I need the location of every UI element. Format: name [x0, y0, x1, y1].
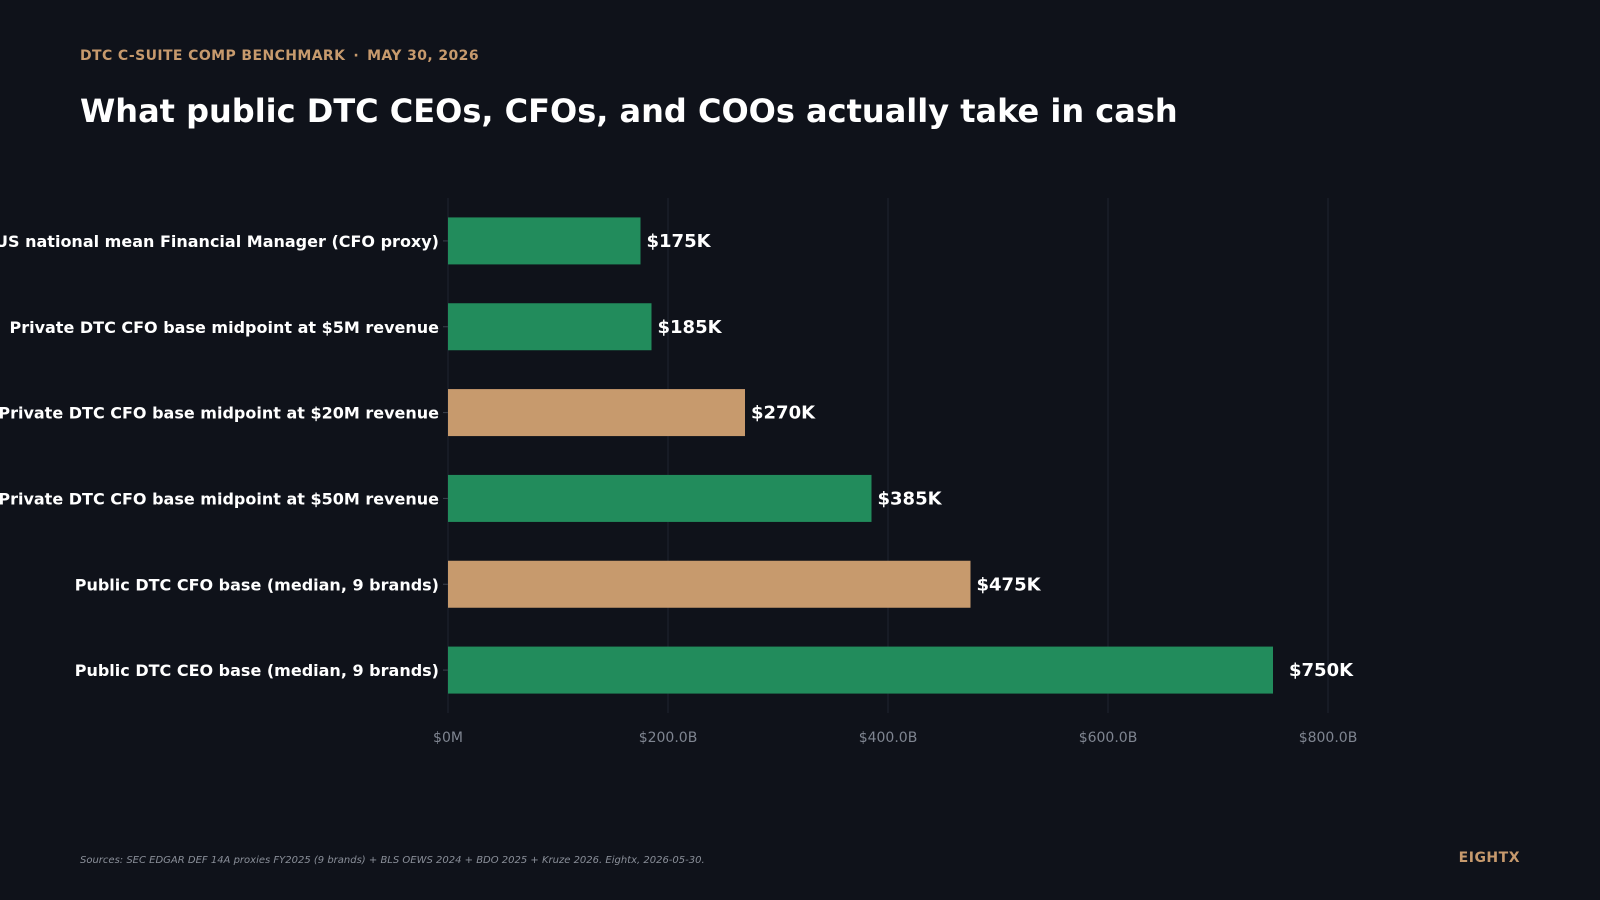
data-label: $270K [751, 403, 816, 424]
category-label: Public DTC CFO base (median, 9 brands) [75, 575, 439, 594]
data-label: $385K [878, 488, 943, 509]
data-label: $185K [658, 317, 723, 338]
bar-layer [443, 217, 1273, 694]
x-tick-label: $200.0B [639, 730, 698, 746]
label-layer: US national mean Financial Manager (CFO … [0, 231, 1354, 681]
bar [448, 303, 652, 351]
category-label: US national mean Financial Manager (CFO … [0, 232, 439, 251]
chart-kicker: DTC C-SUITE COMP BENCHMARK · MAY 30, 2026 [80, 48, 479, 64]
bar [448, 560, 971, 608]
grid-layer [447, 198, 1329, 713]
kicker-date: MAY 30, 2026 [367, 48, 479, 64]
brand-logo: EIGHTX [1458, 850, 1520, 866]
x-tick-label: $800.0B [1299, 730, 1358, 746]
x-tick-label: $0M [433, 730, 463, 746]
kicker-label: DTC C-SUITE COMP BENCHMARK [80, 48, 346, 64]
bar [448, 646, 1273, 694]
x-tick-label: $400.0B [859, 730, 918, 746]
category-label: Public DTC CEO base (median, 9 brands) [75, 661, 439, 680]
bar [448, 474, 872, 522]
category-label: Private DTC CFO base midpoint at $20M re… [0, 404, 439, 423]
data-label: $750K [1289, 660, 1354, 681]
bar [448, 217, 641, 265]
kicker-separator: · [353, 48, 360, 64]
bar [448, 389, 745, 437]
data-label: $475K [977, 574, 1042, 595]
category-label: Private DTC CFO base midpoint at $5M rev… [9, 318, 439, 337]
data-label: $175K [647, 231, 712, 252]
tick-layer: $0M $200.0B $400.0B $600.0B $800.0B [433, 730, 1357, 746]
x-tick-label: $600.0B [1079, 730, 1138, 746]
chart-title: What public DTC CEOs, CFOs, and COOs act… [80, 92, 1178, 130]
category-label: Private DTC CFO base midpoint at $50M re… [0, 489, 439, 508]
source-note: Sources: SEC EDGAR DEF 14A proxies FY202… [80, 855, 705, 866]
